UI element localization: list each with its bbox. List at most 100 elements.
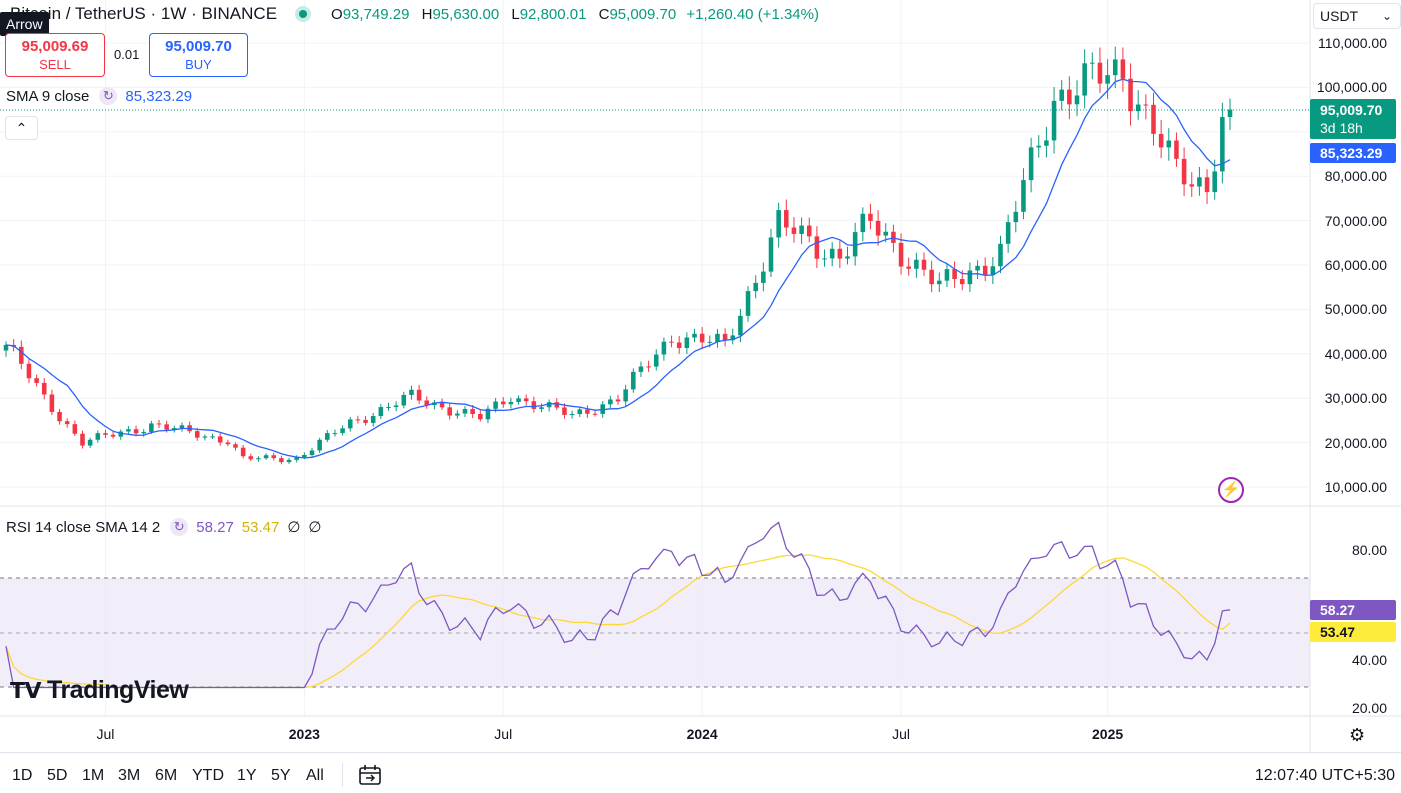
candle-down [19,346,24,364]
sell-button[interactable]: 95,009.69 SELL [5,33,105,77]
chart-canvas[interactable] [0,0,1401,752]
candle-up [1013,211,1019,223]
currency-select[interactable]: USDT ⌄ [1313,3,1401,29]
candle-up [149,423,154,432]
candle-down [837,248,843,259]
candle-up [998,243,1003,267]
candle-up [631,371,636,390]
candle-down [1128,78,1133,112]
candle-down [929,269,934,285]
candle-down [72,424,78,434]
rsi-axis-label: 20.00 [1351,700,1387,716]
candle-down [875,220,881,236]
candle-up [653,354,659,367]
collapse-legend-button[interactable]: ⌃ [5,116,38,140]
candle-up [401,394,407,406]
candle-down [133,429,139,434]
candle-up [860,213,866,233]
candle-up [263,455,269,459]
price-axis-label: 110,000.00 [1317,35,1387,51]
candle-up [172,428,177,430]
candle-down [898,242,904,267]
candle-up [990,266,996,275]
range-button-5d[interactable]: 5D [47,767,68,784]
range-button-1y[interactable]: 1Y [237,767,257,784]
candle-down [523,398,529,402]
candle-up [776,210,781,238]
range-button-3m[interactable]: 3M [118,767,141,784]
toolbar-divider [342,763,343,787]
candle-down [1158,133,1164,148]
market-open-icon [295,6,312,22]
candle-down [110,434,116,437]
range-button-1m[interactable]: 1M [82,767,105,784]
candle-up [1197,177,1202,187]
range-button-6m[interactable]: 6M [155,767,178,784]
candle-up [126,429,131,432]
loading-cycle-icon: ↻ [99,87,118,105]
candle-up [638,366,644,372]
symbol-legend: Bitcoin / TetherUS · 1W · BINANCE O93,74… [10,4,819,24]
rsi-extra-2: ∅ [308,519,322,536]
range-button-1d[interactable]: 1D [12,767,33,784]
candle-up [539,407,544,409]
candle-up [883,231,889,236]
candle-up [1227,109,1233,118]
candle-down [699,333,705,343]
sma-line [5,78,1231,459]
rsi-ma-value-tag: 53.47 [1310,622,1396,642]
candle-down [1204,177,1210,193]
candle-down [57,411,62,422]
bottom-toolbar: 1D 5D 1M 3M 6M YTD 1Y 5Y All 12:07:40 UTC+5:30 [0,752,1401,793]
sma-value: 85,323.29 [125,87,193,105]
candle-down [791,227,797,234]
clock-timezone[interactable]: 12:07:40 UTC+5:30 [1254,767,1395,784]
buy-button[interactable]: 95,009.70 BUY [149,33,248,77]
candle-down [814,236,820,259]
candle-up [317,439,322,451]
candle-up [409,389,414,395]
candle-down [240,447,246,457]
candle-up [393,405,399,408]
candle-up [1090,62,1095,64]
candle-down [784,210,789,228]
candle-up [347,419,353,429]
candle-down [906,266,911,269]
candle-up [309,450,315,455]
candle-up [87,439,93,446]
rsi-legend[interactable]: RSI 14 close SMA 14 2 ↻ 58.27 53.47 ∅ ∅ [6,518,322,536]
bar-countdown: 3d 18h [1320,120,1363,136]
candle-down [80,433,85,446]
candle-up [340,428,345,434]
range-button-all[interactable]: All [306,767,324,784]
ohlc-values: O93,749.29 H95,630.00 L92,800.01 C95,009… [323,6,819,23]
open-value: 93,749.29 [342,5,410,23]
last-price-value: 95,009.70 [1320,102,1383,118]
candle-up [256,458,261,460]
price-axis-label: 40,000.00 [1324,345,1387,362]
symbol-title[interactable]: Bitcoin / TetherUS · 1W · BINANCE [10,4,278,23]
candle-up [975,265,980,271]
lightning-icon[interactable]: ⚡ [1218,477,1244,503]
candle-down [1174,140,1179,159]
candle-down [41,382,47,395]
calendar-icon[interactable] [358,764,382,786]
candle-down [531,401,537,409]
candle-down [103,433,108,435]
price-axis-label: 100,000.00 [1316,79,1387,96]
settings-gear-icon[interactable]: ⚙ [1349,725,1366,745]
candle-up [3,344,9,351]
range-button-5y[interactable]: 5Y [271,767,291,784]
candle-up [608,399,613,405]
candles-group [3,46,1233,465]
price-axis-label: 80,000.00 [1324,168,1387,185]
candle-up [753,282,758,292]
rsi-value: 58.27 [196,518,234,536]
time-axis-label: 2023 [288,726,320,742]
candle-down [363,419,368,423]
range-button-ytd[interactable]: YTD [192,767,224,784]
sma-legend[interactable]: SMA 9 close ↻ 85,323.29 [6,87,192,105]
candle-down [164,424,169,430]
low-label: L [511,5,520,23]
price-axis-label: 70,000.00 [1324,212,1387,229]
